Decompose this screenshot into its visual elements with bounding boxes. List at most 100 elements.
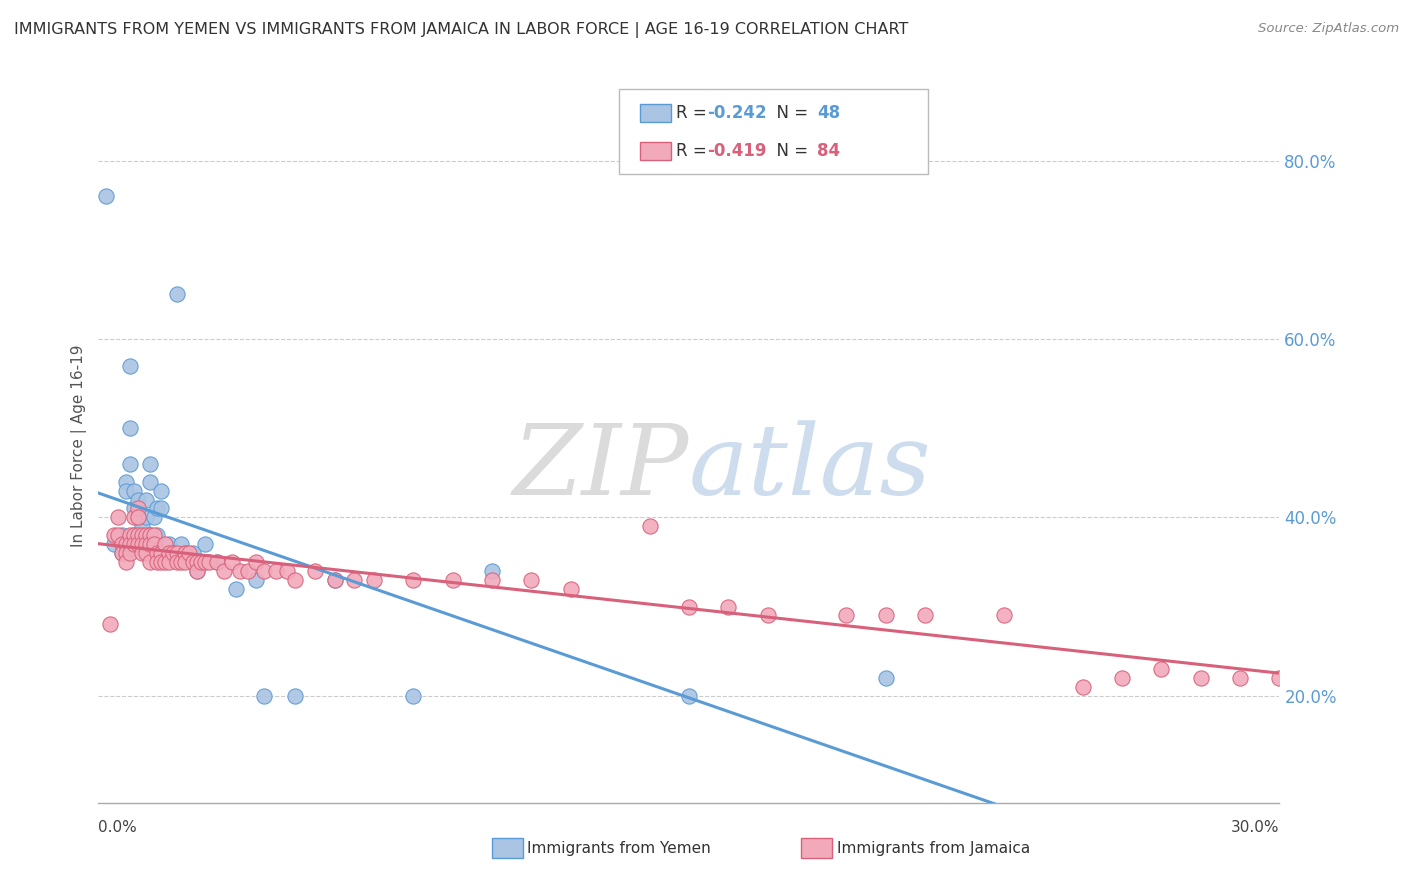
Point — [162, 546, 184, 560]
Point — [481, 573, 503, 587]
Point — [166, 287, 188, 301]
Point — [103, 537, 125, 551]
Point — [1229, 671, 1251, 685]
Point — [138, 528, 160, 542]
Point — [138, 475, 160, 489]
Point — [127, 510, 149, 524]
Point — [236, 564, 259, 578]
Point — [115, 475, 138, 489]
Point — [131, 537, 153, 551]
Point — [520, 573, 543, 587]
Point — [122, 501, 145, 516]
Point — [190, 555, 212, 569]
Text: atlas: atlas — [689, 420, 932, 515]
Point — [835, 608, 858, 623]
Point — [127, 501, 149, 516]
Point — [157, 537, 180, 551]
Point — [914, 608, 936, 623]
Point — [115, 483, 138, 498]
Text: Immigrants from Jamaica: Immigrants from Jamaica — [837, 841, 1029, 855]
Point — [142, 537, 165, 551]
Point — [127, 528, 149, 542]
Point — [276, 564, 298, 578]
Text: N =: N = — [766, 142, 814, 160]
Point — [284, 573, 307, 587]
Point — [678, 689, 700, 703]
Text: N =: N = — [766, 104, 814, 122]
Text: Source: ZipAtlas.com: Source: ZipAtlas.com — [1258, 22, 1399, 36]
Point — [131, 546, 153, 560]
Text: Immigrants from Yemen: Immigrants from Yemen — [527, 841, 711, 855]
Point — [205, 555, 228, 569]
Point — [96, 189, 118, 203]
Point — [194, 537, 217, 551]
Point — [717, 599, 740, 614]
Point — [127, 510, 149, 524]
Point — [138, 537, 160, 551]
Point — [157, 555, 180, 569]
Point — [131, 519, 153, 533]
Point — [197, 555, 219, 569]
Point — [214, 564, 236, 578]
Point — [118, 457, 141, 471]
Point — [118, 359, 141, 373]
Point — [170, 537, 193, 551]
Point — [127, 492, 149, 507]
Text: 84: 84 — [817, 142, 839, 160]
Point — [174, 555, 197, 569]
Point — [638, 519, 661, 533]
Point — [150, 546, 173, 560]
Point — [181, 555, 204, 569]
Point — [1268, 671, 1291, 685]
Text: 0.0%: 0.0% — [98, 821, 138, 835]
Point — [122, 528, 145, 542]
Y-axis label: In Labor Force | Age 16-19: In Labor Force | Age 16-19 — [72, 344, 87, 548]
Point — [111, 546, 134, 560]
Point — [118, 537, 141, 551]
Point — [142, 537, 165, 551]
Point — [363, 573, 385, 587]
Point — [155, 546, 177, 560]
Point — [323, 573, 346, 587]
Text: R =: R = — [676, 142, 713, 160]
Point — [111, 546, 134, 560]
Point — [146, 528, 169, 542]
Point — [170, 555, 193, 569]
Point — [146, 501, 169, 516]
Point — [205, 555, 228, 569]
Text: -0.242: -0.242 — [707, 104, 766, 122]
Point — [1071, 680, 1094, 694]
Point — [304, 564, 326, 578]
Point — [166, 546, 188, 560]
Point — [142, 528, 165, 542]
Point — [245, 573, 267, 587]
Point — [875, 671, 897, 685]
Point — [118, 546, 141, 560]
Point — [441, 573, 464, 587]
Point — [402, 689, 425, 703]
Point — [186, 564, 208, 578]
Point — [115, 555, 138, 569]
Point — [162, 546, 184, 560]
Point — [122, 510, 145, 524]
Point — [115, 546, 138, 560]
Point — [103, 528, 125, 542]
Point — [155, 555, 177, 569]
Point — [115, 537, 138, 551]
Point — [875, 608, 897, 623]
Point — [118, 528, 141, 542]
Text: 48: 48 — [817, 104, 839, 122]
Point — [1189, 671, 1212, 685]
Point — [678, 599, 700, 614]
Point — [157, 546, 180, 560]
Point — [98, 617, 121, 632]
Point — [118, 421, 141, 435]
Text: ZIP: ZIP — [513, 420, 689, 515]
Point — [993, 608, 1015, 623]
Point — [343, 573, 366, 587]
Point — [264, 564, 287, 578]
Point — [284, 689, 307, 703]
Point — [756, 608, 779, 623]
Point — [127, 537, 149, 551]
Text: R =: R = — [676, 104, 713, 122]
